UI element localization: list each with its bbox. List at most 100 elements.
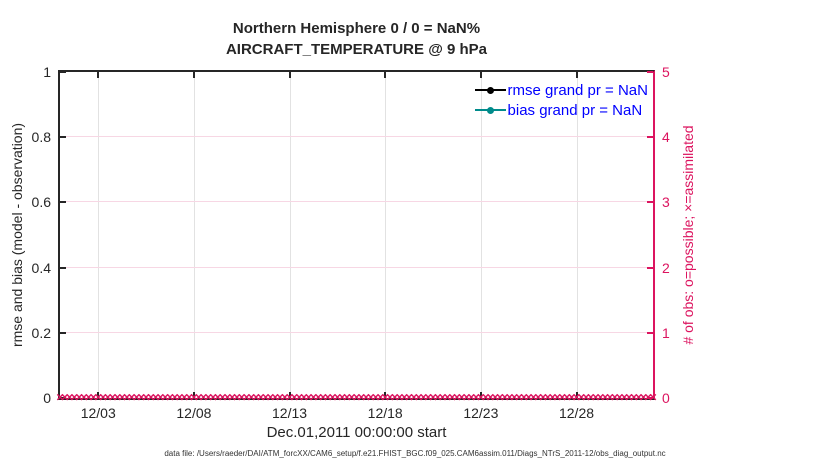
assimilated-obs-marker: ×: [151, 389, 160, 405]
assimilated-obs-marker: ×: [261, 389, 270, 405]
x-axis-label: Dec.01,2011 00:00:00 start: [266, 424, 447, 441]
x-tick-top: [192, 72, 195, 78]
x-tick-bottom: [97, 392, 100, 398]
assimilated-obs-marker: ×: [190, 389, 198, 405]
assimilated-obs-marker: ×: [99, 389, 107, 405]
y-left-tick-label: 0: [43, 390, 51, 406]
assimilated-obs-marker: ×: [457, 389, 466, 405]
assimilated-obs-marker: ×: [510, 389, 519, 405]
y-left-tick: [60, 201, 66, 204]
assimilated-obs-marker: ×: [156, 389, 165, 405]
gridline-horizontal: [60, 201, 653, 203]
y-right-tick-label: 2: [662, 259, 670, 276]
assimilated-obs-marker: ×: [214, 389, 222, 405]
assimilated-obs-marker: ×: [285, 389, 294, 405]
gridline-horizontal: [60, 266, 653, 268]
legend-label-bias: bias grand pr = NaN: [507, 101, 643, 119]
assimilated-obs-marker: ×: [410, 389, 418, 405]
assimilated-obs-marker: ×: [500, 389, 509, 405]
assimilated-obs-marker: ×: [252, 389, 260, 405]
assimilated-obs-marker: ×: [127, 389, 136, 405]
assimilated-obs-marker: ×: [567, 389, 576, 405]
chart-title: Northern Hemisphere 0 / 0 = NaN%: [232, 20, 481, 37]
gridline-horizontal: [60, 136, 653, 138]
assimilated-obs-marker: ×: [472, 389, 480, 405]
assimilated-obs-marker: ×: [357, 389, 366, 405]
assimilated-obs-marker: ×: [577, 389, 586, 405]
assimilated-obs-marker: ×: [209, 389, 217, 405]
assimilated-obs-marker: ×: [204, 389, 213, 405]
assimilated-obs-marker: ×: [591, 389, 600, 405]
assimilated-obs-marker: ×: [333, 389, 342, 405]
assimilated-obs-marker: ×: [280, 389, 289, 405]
assimilated-obs-marker: ×: [606, 389, 614, 405]
assimilated-obs-marker: ×: [491, 389, 499, 405]
y-left-tick: [60, 136, 66, 139]
x-tick-label: 12/18: [367, 405, 403, 421]
assimilated-obs-marker: ×: [108, 389, 117, 405]
assimilated-obs-marker: ×: [496, 389, 504, 405]
assimilated-obs-marker: ×: [170, 389, 179, 405]
gridline-vertical: [193, 72, 195, 398]
assimilated-obs-marker: ×: [548, 389, 557, 405]
chart-subtitle: AIRCRAFT_TEMPERATURE @ 9 hPa: [225, 41, 488, 58]
assimilated-obs-marker: ×: [166, 389, 174, 405]
assimilated-obs-marker: ×: [625, 389, 633, 405]
assimilated-obs-marker: ×: [257, 389, 265, 405]
y-right-tick-label: 1: [662, 324, 670, 341]
y-right-tick: [647, 71, 653, 73]
assimilated-obs-marker: ×: [529, 389, 538, 405]
assimilated-obs-marker: ×: [247, 389, 256, 405]
assimilated-obs-marker: ×: [70, 389, 79, 405]
assimilated-obs-marker: ×: [630, 389, 638, 405]
y-left-tick-label: 0.8: [31, 129, 51, 146]
assimilated-obs-marker: ×: [414, 389, 423, 405]
assimilated-obs-marker: ×: [60, 389, 69, 405]
x-tick-label: 12/13: [272, 405, 308, 421]
assimilated-obs-marker: ×: [481, 389, 490, 405]
x-tick-bottom: [288, 392, 291, 398]
assimilated-obs-marker: ×: [539, 389, 547, 405]
y-right-tick: [647, 397, 653, 399]
y-right-tick-label: 5: [662, 64, 670, 80]
assimilated-obs-marker: ×: [290, 389, 299, 405]
assimilated-obs-marker: ×: [113, 389, 122, 405]
assimilated-obs-marker: ×: [390, 389, 399, 405]
assimilated-obs-marker: ×: [84, 389, 93, 405]
datafile-path-note: data file: /Users/raeder/DAI/ATM_forcXX/…: [164, 449, 666, 458]
assimilated-obs-marker: ×: [89, 389, 98, 405]
assimilated-obs-marker: ×: [462, 389, 471, 405]
y-right-tick-label: 4: [662, 129, 670, 146]
assimilated-obs-marker: ×: [558, 389, 566, 405]
assimilated-obs-marker: ×: [347, 389, 356, 405]
assimilated-obs-marker: ×: [644, 389, 652, 405]
y-left-tick-label: 0.2: [31, 324, 51, 341]
x-tick-label: 12/23: [463, 405, 499, 421]
assimilated-obs-marker: ×: [175, 389, 184, 405]
assimilated-obs-marker: ×: [582, 389, 590, 405]
y-right-tick: [647, 266, 653, 269]
assimilated-obs-marker: ×: [218, 389, 227, 405]
assimilated-obs-marker: ×: [328, 389, 337, 405]
assimilated-obs-marker: ×: [271, 389, 279, 405]
assimilated-obs-marker: ×: [233, 389, 241, 405]
assimilated-obs-marker: ×: [324, 389, 332, 405]
gridline-vertical: [480, 72, 482, 398]
assimilated-obs-marker: ×: [314, 389, 323, 405]
assimilated-obs-marker: ×: [137, 389, 146, 405]
legend-entry-bias: bias grand pr = NaN: [474, 100, 648, 120]
x-tick-bottom: [575, 392, 578, 398]
assimilated-obs-marker: ×: [634, 389, 643, 405]
assimilated-obs-marker: ×: [161, 389, 169, 405]
assimilated-obs-marker: ×: [395, 389, 404, 405]
assimilated-obs-marker: ×: [534, 389, 543, 405]
assimilated-obs-marker: ×: [553, 389, 562, 405]
assimilated-obs-marker: ×: [180, 389, 189, 405]
assimilated-obs-marker: ×: [237, 389, 246, 405]
assimilated-obs-marker: ×: [563, 389, 571, 405]
assimilated-obs-marker: ×: [434, 389, 442, 405]
legend-entry-rmse: rmse grand pr = NaN: [474, 80, 648, 100]
assimilated-obs-marker: ×: [438, 389, 447, 405]
assimilated-obs-marker: ×: [56, 389, 64, 405]
